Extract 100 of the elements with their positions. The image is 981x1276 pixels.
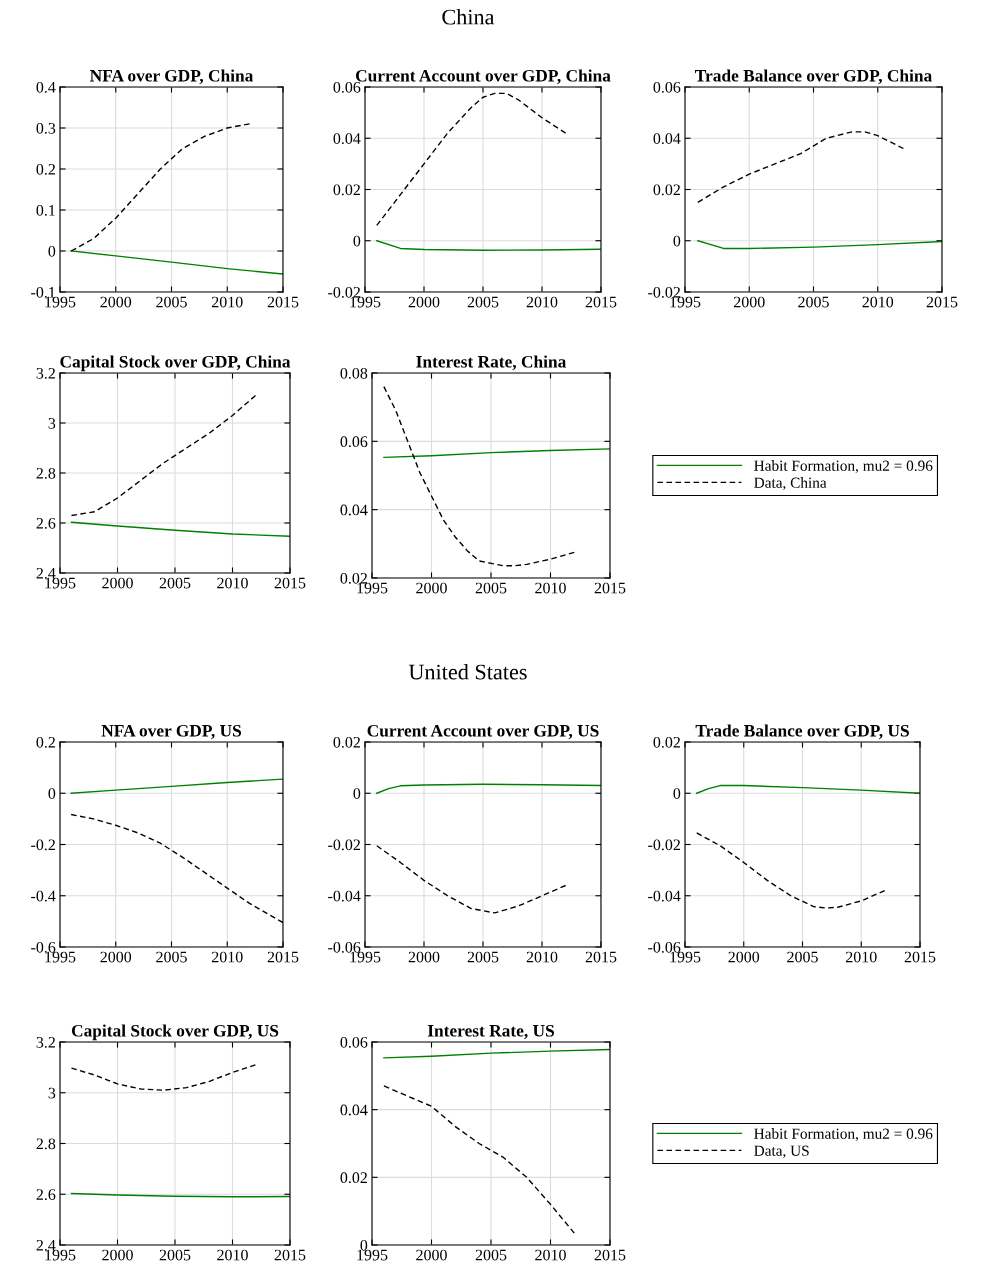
y-tick-label: 0.02 — [333, 184, 360, 196]
x-tick-label: 1995 — [670, 951, 701, 963]
chart-title: Trade Balance over GDP, US — [695, 724, 909, 740]
x-tick-label: 2010 — [845, 951, 877, 963]
y-tick-label: 0.04 — [340, 504, 368, 516]
y-tick-label: 0.04 — [653, 133, 681, 145]
x-tick-label: 1995 — [670, 296, 701, 308]
y-tick-label: 3.2 — [36, 1036, 55, 1048]
x-tick-label: 2000 — [408, 951, 440, 963]
y-tick-label: -0.02 — [648, 286, 680, 298]
line-series — [376, 783, 601, 794]
text: Habit Formation, mu2 = 0.96 — [754, 460, 933, 474]
text: China — [442, 8, 495, 25]
chart-title: Capital Stock over GDP, US — [71, 1024, 279, 1041]
y-tick-label: -0.02 — [328, 286, 360, 298]
x-tick-label: 1995 — [357, 1249, 388, 1261]
x-tick-label: 2005 — [475, 582, 507, 594]
y-tick-label: 0.02 — [340, 572, 367, 584]
text: Data, US — [754, 1145, 809, 1159]
x-tick-label: 2015 — [926, 296, 958, 308]
x-tick-label: 2005 — [159, 577, 191, 589]
chart-title: Trade Balance over GDP, China — [695, 69, 932, 85]
line-series — [697, 240, 942, 250]
y-tick-label: 0.3 — [36, 122, 56, 134]
y-tick-label: 0.06 — [340, 1036, 368, 1048]
x-tick-label: 2015 — [904, 951, 936, 963]
y-tick-label: 0.1 — [36, 204, 55, 216]
y-tick-label: 0.2 — [36, 163, 55, 175]
x-tick-label: 2005 — [467, 296, 499, 308]
y-tick-label: 0 — [353, 235, 361, 247]
y-tick-label: 0 — [48, 788, 56, 799]
line-series — [70, 123, 251, 252]
text: Data, China — [754, 477, 827, 491]
x-tick-label: 2005 — [467, 951, 499, 963]
chart-title: NFA over GDP, China — [89, 69, 254, 85]
x-tick-label: 1995 — [45, 1249, 76, 1261]
x-tick-label: 2005 — [159, 1249, 191, 1261]
x-tick-label: 2015 — [585, 296, 617, 308]
x-tick-label: 2010 — [217, 1249, 248, 1261]
chart-title: NFA over GDP, US — [101, 724, 242, 740]
x-tick-label: 2015 — [267, 951, 299, 963]
x-tick-label: 2000 — [416, 1249, 447, 1261]
y-tick-label: -0.06 — [328, 941, 361, 953]
x-tick-label: 2000 — [102, 1249, 133, 1261]
x-tick-label: 1995 — [45, 296, 76, 308]
x-tick-label: 2000 — [416, 582, 447, 594]
y-tick-label: 0.02 — [653, 184, 680, 196]
x-tick-label: 2010 — [862, 296, 894, 308]
y-tick-label: 0.08 — [340, 367, 368, 379]
y-tick-label: 0.4 — [36, 81, 56, 93]
chart-title: Interest Rate, US — [427, 1024, 554, 1040]
x-tick-label: 2010 — [535, 1249, 566, 1261]
x-tick-label: 2010 — [211, 951, 243, 963]
y-tick-label: 0.06 — [340, 436, 368, 448]
chart-title: Current Account over GDP, US — [367, 724, 599, 740]
line-series — [70, 778, 283, 794]
y-tick-label: 0 — [48, 245, 56, 257]
y-tick-label: -0.02 — [328, 839, 360, 851]
x-tick-label: 2010 — [526, 951, 558, 963]
y-tick-label: 2.4 — [36, 1239, 56, 1251]
line-series — [383, 1085, 575, 1234]
x-tick-label: 2005 — [156, 951, 187, 963]
x-tick-label: 2000 — [728, 951, 760, 963]
line-series — [696, 832, 886, 909]
y-tick-label: -0.2 — [31, 839, 55, 851]
y-tick-label: 3.2 — [36, 367, 55, 379]
y-tick-label: 2.4 — [36, 567, 56, 579]
y-tick-label: 2.6 — [36, 517, 56, 529]
y-tick-label: 0 — [360, 1239, 368, 1251]
y-tick-label: 0.04 — [333, 133, 361, 145]
line-series — [376, 92, 567, 227]
y-tick-label: -0.04 — [328, 890, 361, 902]
line-series — [376, 845, 567, 914]
line-series — [70, 250, 283, 275]
x-tick-label: 2010 — [217, 577, 248, 589]
x-tick-label: 2010 — [535, 582, 566, 594]
y-tick-label: 0.02 — [333, 736, 360, 748]
text: United States — [408, 663, 527, 680]
y-tick-label: 0 — [673, 235, 681, 247]
x-tick-label: 2005 — [475, 1249, 507, 1261]
x-tick-label: 2000 — [733, 296, 765, 308]
x-tick-label: 2015 — [585, 951, 617, 963]
x-tick-label: 2005 — [798, 296, 829, 308]
x-tick-label: 2015 — [274, 577, 306, 589]
y-tick-label: 0.02 — [340, 1172, 367, 1184]
x-tick-label: 1995 — [45, 951, 76, 963]
line-series — [697, 131, 905, 204]
x-tick-label: 2000 — [408, 296, 440, 308]
y-tick-label: -0.02 — [648, 839, 680, 851]
x-tick-label: 2000 — [102, 577, 133, 589]
x-tick-label: 2005 — [156, 296, 187, 308]
line-series — [383, 385, 575, 567]
y-tick-label: 0.02 — [653, 736, 680, 748]
y-tick-label: 0 — [353, 788, 361, 799]
y-tick-label: 3 — [48, 1087, 56, 1099]
line-series — [376, 240, 601, 251]
x-tick-label: 2010 — [211, 296, 243, 308]
y-tick-label: -0.04 — [648, 890, 681, 902]
x-tick-label: 2015 — [274, 1249, 306, 1261]
x-tick-label: 1995 — [45, 577, 76, 589]
